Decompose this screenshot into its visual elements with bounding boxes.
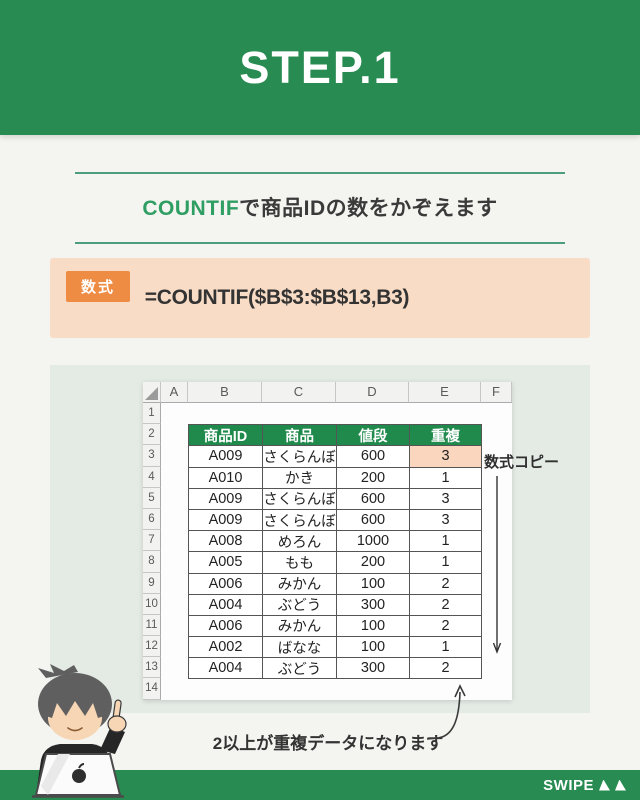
- table-header-cell: 重複: [410, 425, 482, 447]
- table-cell: 600: [337, 509, 410, 532]
- corner-triangle-icon: [145, 387, 158, 400]
- table-cell: 3: [410, 488, 482, 510]
- table-cell: 200: [337, 467, 410, 489]
- caption-text: 2以上が重複データになります: [212, 734, 444, 753]
- step-banner: STEP.1: [0, 0, 640, 135]
- table-cell: A009: [189, 446, 263, 468]
- row-header-4: 4: [143, 466, 161, 488]
- table-cell: 100: [337, 573, 410, 595]
- column-header-C: C: [262, 382, 336, 403]
- table-cell: かき: [263, 467, 337, 489]
- table-header-cell: 商品ID: [189, 425, 263, 447]
- column-header-D: D: [336, 382, 409, 403]
- heading-rule-bottom: [75, 242, 565, 244]
- table-cell: ぶどう: [263, 658, 337, 680]
- row-header-10: 10: [143, 593, 161, 615]
- table-cell: 3: [410, 446, 482, 468]
- row-header-13: 13: [143, 657, 161, 679]
- table-cell: めろん: [263, 531, 337, 553]
- table-cell: A009: [189, 509, 263, 532]
- heading-rule-top: [75, 172, 565, 174]
- curved-up-arrow-icon: [426, 684, 466, 740]
- formula-badge: 数式: [66, 271, 131, 302]
- table-cell: ぶどう: [263, 594, 337, 616]
- swipe-label: SWIPE: [543, 776, 594, 794]
- swipe-arrow-icon: [615, 779, 626, 791]
- select-all-corner: [143, 382, 161, 403]
- sheet-row-headers: 1 2 3 4 5 6 7 8 9 10 11 12 13 14: [143, 403, 161, 700]
- row-header-7: 7: [143, 530, 161, 552]
- table-cell: 1: [410, 467, 482, 489]
- table-cell: 2: [410, 658, 482, 680]
- table-cell: 1000: [337, 531, 410, 553]
- formula-box: 数式 =COUNTIF($B$3:$B$13,B3): [50, 258, 590, 338]
- table-cell: A006: [189, 573, 263, 595]
- table-cell: 200: [337, 552, 410, 574]
- table-cell: A008: [189, 531, 263, 553]
- table-cell: 2: [410, 573, 482, 595]
- formula-copy-label: 数式コピー: [484, 454, 560, 471]
- table-cell: 100: [337, 637, 410, 659]
- row-header-11: 11: [143, 614, 161, 637]
- row-header-8: 8: [143, 551, 161, 573]
- data-table: 商品ID 商品 値段 重複 A009 さくらんぼ 600 3 A010 かき 200 1 A009 さくら…: [188, 424, 482, 680]
- table-header-cell: 商品: [263, 425, 337, 447]
- heading-rest: で商品IDの数をかぞえます: [239, 197, 498, 220]
- table-cell: 300: [337, 658, 410, 680]
- page-heading: COUNTIFで商品IDの数をかぞえます: [0, 192, 640, 222]
- heading-highlight: COUNTIF: [142, 197, 240, 220]
- table-cell: A004: [189, 658, 263, 680]
- table-cell: みかん: [263, 615, 337, 638]
- table-cell: 1: [410, 531, 482, 553]
- column-header-F: F: [481, 382, 512, 403]
- table-cell: さくらんぼ: [263, 488, 337, 510]
- table-cell: みかん: [263, 573, 337, 595]
- row-header-9: 9: [143, 572, 161, 594]
- column-header-B: B: [188, 382, 262, 403]
- row-header-6: 6: [143, 508, 161, 531]
- down-arrow-icon: [492, 476, 502, 654]
- table-cell: A010: [189, 467, 263, 489]
- table-cell: 1: [410, 637, 482, 659]
- row-header-2: 2: [143, 424, 161, 446]
- swipe-arrow-icon: [599, 779, 610, 791]
- table-cell: 3: [410, 509, 482, 532]
- row-header-14: 14: [143, 678, 161, 700]
- table-cell: もも: [263, 552, 337, 574]
- table-cell: 2: [410, 594, 482, 616]
- table-cell: さくらんぼ: [263, 509, 337, 532]
- table-cell: A009: [189, 488, 263, 510]
- table-cell: A006: [189, 615, 263, 638]
- character-illustration: [32, 664, 127, 798]
- table-cell: 100: [337, 615, 410, 638]
- step-title: STEP.1: [239, 41, 401, 93]
- row-header-12: 12: [143, 636, 161, 658]
- formula-text: =COUNTIF($B$3:$B$13,B3): [144, 286, 410, 309]
- table-cell: 600: [337, 446, 410, 468]
- row-header-3: 3: [143, 445, 161, 467]
- table-cell: A002: [189, 637, 263, 659]
- table-cell: A005: [189, 552, 263, 574]
- column-header-A: A: [161, 382, 188, 403]
- swipe-hint[interactable]: SWIPE: [543, 770, 626, 800]
- table-cell: 300: [337, 594, 410, 616]
- table-cell: ばなな: [263, 637, 337, 659]
- table-cell: 1: [410, 552, 482, 574]
- column-header-E: E: [409, 382, 481, 403]
- table-header-cell: 値段: [337, 425, 410, 447]
- table-cell: 600: [337, 488, 410, 510]
- table-cell: A004: [189, 594, 263, 616]
- table-cell: さくらんぼ: [263, 446, 337, 468]
- table-cell: 2: [410, 615, 482, 638]
- row-header-5: 5: [143, 487, 161, 509]
- row-header-1: 1: [143, 403, 161, 425]
